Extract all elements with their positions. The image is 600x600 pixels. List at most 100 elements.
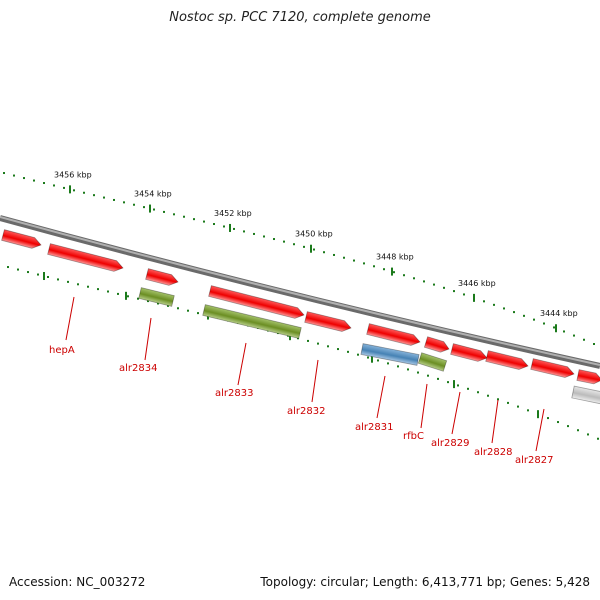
ruler-dot (417, 371, 419, 374)
ruler-dot (493, 303, 495, 306)
gene-alr2833[interactable] (202, 304, 302, 339)
ruler-dot (133, 203, 135, 206)
ruler-dot (193, 218, 195, 221)
ruler-dot (187, 309, 189, 312)
ruler-dot (593, 343, 595, 346)
genome-backbone (0, 215, 600, 369)
ruler-dot (573, 334, 575, 337)
ruler-dot (433, 283, 435, 286)
ruler-dot (303, 245, 305, 248)
gene-alr2832[interactable] (304, 311, 353, 334)
ruler-dot (453, 290, 455, 293)
ruler-major-tick (149, 204, 151, 213)
ruler-dot (477, 391, 479, 394)
gene-label[interactable]: alr2831 (355, 422, 393, 433)
gene-label[interactable]: alr2828 (474, 447, 512, 458)
ruler-dot (253, 232, 255, 235)
ruler-dot (143, 206, 145, 209)
gene-alr2827[interactable] (530, 358, 576, 380)
gene-label[interactable]: alr2832 (287, 406, 325, 417)
ruler-dot (427, 374, 429, 377)
ruler-tick-label: 3452 kbp (214, 209, 252, 218)
ruler-dot (77, 283, 79, 286)
gene-label[interactable]: alr2827 (515, 455, 553, 466)
gene-arrow[interactable] (208, 285, 306, 321)
ruler-dot (87, 285, 89, 288)
ruler-dot (353, 259, 355, 262)
ruler-tick-label: 3454 kbp (134, 190, 172, 199)
gene-arrow[interactable] (145, 268, 180, 288)
ruler-dot (503, 307, 505, 310)
ruler-dot (153, 208, 155, 211)
accession-text: Accession: NC_003272 (9, 575, 146, 589)
gene-alr2828[interactable] (485, 350, 530, 372)
ruler-dot (423, 280, 425, 283)
ruler-dot (547, 417, 549, 420)
ruler-dot (413, 277, 415, 280)
gene-alr2831[interactable] (360, 343, 420, 366)
gene-rfbC[interactable] (417, 352, 448, 372)
ruler-dot (63, 186, 65, 189)
outer-ruler: 3456 kbp 3454 kbp 3452 kbp 3450 kbp 3448 kbp… (3, 170, 595, 346)
gene-leader-line (420, 383, 428, 429)
ruler-dot (567, 425, 569, 428)
gene-label[interactable]: alr2833 (215, 388, 253, 399)
gene-label[interactable]: alr2834 (119, 363, 157, 374)
gene-hepA[interactable] (47, 243, 125, 274)
ruler-dot (57, 278, 59, 281)
gene-arrow[interactable] (366, 323, 422, 348)
ruler-dot (563, 330, 565, 333)
gene-alr2834[interactable] (138, 287, 175, 307)
ruler-dot (407, 368, 409, 371)
ruler-major-tick (391, 267, 393, 276)
ruler-dot (3, 172, 5, 175)
ruler-dot (43, 182, 45, 185)
ruler-dot (377, 359, 379, 362)
ruler-dot (213, 223, 215, 226)
ruler-major-tick (69, 185, 71, 194)
gene-leader-line (451, 391, 461, 435)
gene-label[interactable]: rfbC (403, 431, 424, 442)
ruler-dot (327, 345, 329, 348)
ruler-dot (497, 398, 499, 401)
ruler-dot (363, 262, 365, 265)
gene-alr2829[interactable] (450, 343, 489, 364)
genome-stats-text: Topology: circular; Length: 6,413,771 bp… (260, 575, 590, 589)
gene-leader-line (144, 317, 152, 361)
ruler-dot (483, 300, 485, 303)
ruler-dot (73, 189, 75, 192)
ruler-tick-label: 3446 kbp (458, 279, 496, 288)
ruler-dot (317, 342, 319, 345)
ruler-dot (127, 295, 129, 298)
gene-bar[interactable] (571, 385, 600, 405)
ruler-dot (117, 292, 119, 295)
gene-leader-line (535, 408, 545, 452)
ruler-major-tick (125, 291, 127, 300)
gene-arrow[interactable] (576, 369, 600, 386)
ruler-dot (553, 326, 555, 329)
ruler-major-tick (453, 380, 455, 389)
ruler-dot (343, 256, 345, 259)
ruler-dot (37, 273, 39, 276)
gene-label[interactable]: hepA (49, 345, 75, 356)
ruler-dot (333, 253, 335, 256)
ruler-dot (393, 271, 395, 274)
ruler-dot (403, 274, 405, 277)
ruler-dot (597, 437, 599, 440)
gene-arrow[interactable] (1, 229, 43, 251)
ruler-dot (297, 337, 299, 340)
ruler-tick-label: 3444 kbp (540, 309, 578, 318)
gene-label[interactable]: alr2829 (431, 438, 469, 449)
ruler-dot (577, 429, 579, 432)
ruler-major-tick (473, 293, 475, 302)
gene-arrow[interactable] (423, 336, 450, 355)
ruler-dot (527, 409, 529, 412)
gene-labels: hepA alr2834 alr2833 alr2832 alr2831 rfbC alr2… (49, 296, 553, 466)
ruler-dot (123, 201, 125, 204)
gene-leader-line (376, 375, 386, 419)
ruler-dot (107, 290, 109, 293)
ruler-dot (203, 220, 205, 223)
ruler-dot (383, 268, 385, 271)
ruler-dot (373, 265, 375, 268)
ruler-dot (387, 362, 389, 365)
